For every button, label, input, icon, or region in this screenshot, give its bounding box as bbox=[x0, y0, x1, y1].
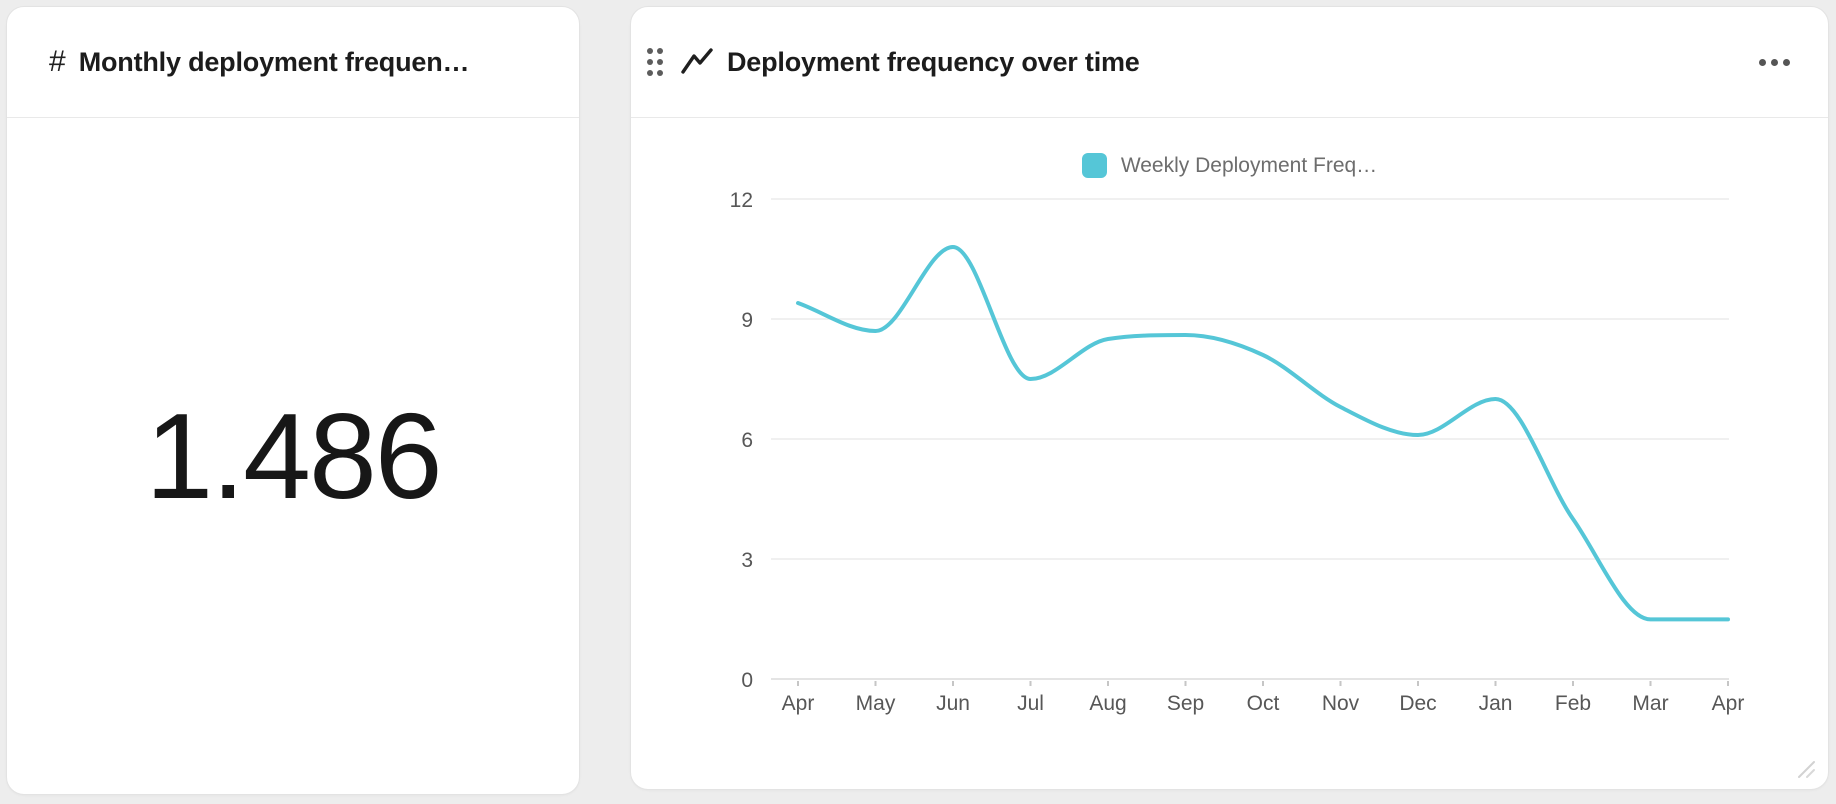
legend-swatch bbox=[1081, 153, 1107, 178]
svg-text:May: May bbox=[856, 692, 896, 715]
svg-text:12: 12 bbox=[730, 189, 753, 212]
line-chart-icon bbox=[681, 48, 713, 76]
metric-card-title: Monthly deployment frequen… bbox=[78, 46, 470, 77]
chart-card-body: 0 3 6 9 12 Apr May Jun Jul Aug Sep Oct Nov Dec Jan Feb M… bbox=[631, 118, 1828, 789]
metric-value: 1.486 bbox=[145, 388, 442, 524]
svg-text:Apr: Apr bbox=[1712, 692, 1745, 715]
chart-legend[interactable]: Weekly Deployment Freq… bbox=[631, 153, 1828, 178]
svg-text:3: 3 bbox=[741, 549, 753, 572]
chart-card-title: Deployment frequency over time bbox=[727, 46, 1140, 77]
svg-text:Aug: Aug bbox=[1089, 692, 1126, 715]
metric-card: # Monthly deployment frequen… 1.486 bbox=[6, 6, 580, 795]
deployment-frequency-line-chart[interactable]: 0 3 6 9 12 Apr May Jun Jul Aug Sep Oct Nov Dec Jan Feb M… bbox=[631, 118, 1829, 790]
svg-text:Feb: Feb bbox=[1555, 692, 1591, 715]
svg-text:Nov: Nov bbox=[1322, 692, 1360, 715]
svg-text:Mar: Mar bbox=[1632, 692, 1668, 715]
svg-text:0: 0 bbox=[741, 669, 753, 692]
svg-text:Sep: Sep bbox=[1167, 692, 1204, 715]
resize-handle-icon[interactable] bbox=[1794, 757, 1818, 781]
svg-text:Jul: Jul bbox=[1017, 692, 1044, 715]
svg-text:9: 9 bbox=[741, 309, 753, 332]
chart-card-header: Deployment frequency over time bbox=[631, 7, 1828, 118]
svg-text:Jun: Jun bbox=[936, 692, 970, 715]
svg-text:Jan: Jan bbox=[1479, 692, 1513, 715]
svg-text:Dec: Dec bbox=[1399, 692, 1436, 715]
card-menu-button[interactable] bbox=[1755, 51, 1794, 74]
svg-text:Oct: Oct bbox=[1247, 692, 1280, 715]
svg-text:6: 6 bbox=[741, 429, 753, 452]
metric-card-body: 1.486 bbox=[7, 118, 579, 794]
svg-text:Apr: Apr bbox=[782, 692, 815, 715]
drag-handle-icon[interactable] bbox=[647, 48, 663, 76]
metric-card-header: # Monthly deployment frequen… bbox=[7, 7, 579, 118]
chart-card: Deployment frequency over time 0 3 6 9 12 Apr… bbox=[630, 6, 1829, 790]
legend-label: Weekly Deployment Freq… bbox=[1120, 153, 1378, 177]
number-metric-icon: # bbox=[49, 45, 66, 78]
